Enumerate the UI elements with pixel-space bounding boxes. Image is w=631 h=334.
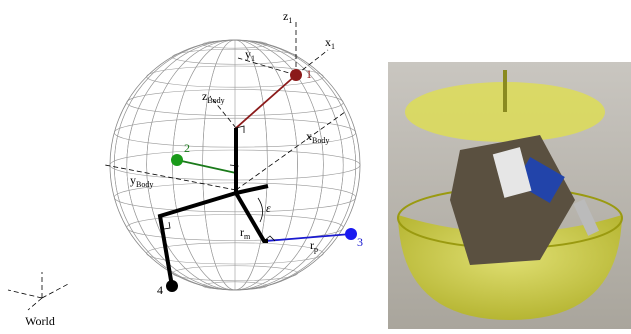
- angle-label: ε: [266, 201, 271, 215]
- point-label: 3: [357, 235, 363, 249]
- world-label: World: [25, 314, 55, 328]
- label-rp: rp: [310, 238, 318, 254]
- label-x1: x1: [325, 35, 335, 51]
- label-ybody: yBody: [130, 173, 153, 189]
- arm-1: [236, 75, 296, 128]
- world-frame: [8, 272, 70, 310]
- point-label: 1: [306, 67, 312, 81]
- right-angle-marks: [164, 126, 275, 241]
- robot-photo: [388, 62, 631, 329]
- point-1: [290, 69, 302, 81]
- label-zbody: zBody: [202, 89, 225, 105]
- label-z1: z1: [283, 9, 292, 25]
- point-3: [345, 228, 357, 240]
- point-2: [171, 154, 183, 166]
- point-4: [166, 280, 178, 292]
- figure: z1 x1 y1 zBody xBody yBody rm rp 1 2 3 4…: [0, 0, 631, 329]
- label-rm: rm: [240, 225, 251, 241]
- angle-arc: [258, 198, 263, 222]
- arm-2: [177, 160, 236, 173]
- point-label: 4: [157, 283, 163, 297]
- point-label: 2: [184, 141, 190, 155]
